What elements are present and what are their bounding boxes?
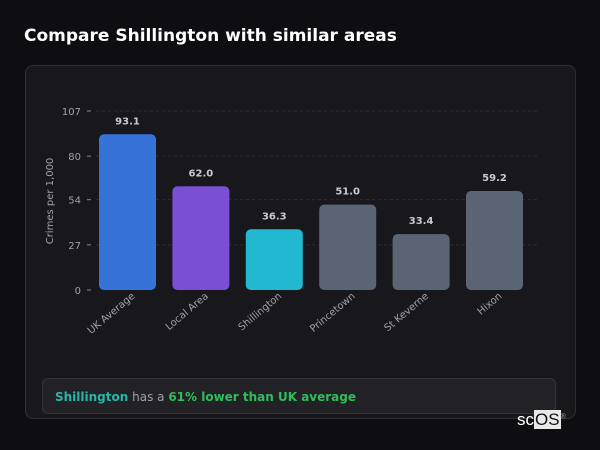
bar <box>99 134 156 290</box>
y-axis-label: Crimes per 1,000 <box>45 158 56 245</box>
data-label: 33.4 <box>409 216 434 227</box>
summary-middle: has a <box>128 390 169 404</box>
page-title: Compare Shillington with similar areas <box>24 26 397 46</box>
bar <box>172 186 230 290</box>
x-tick-label: Hixon <box>476 291 505 318</box>
y-tick-label: 27 <box>68 241 81 252</box>
y-tick-label: 54 <box>68 196 81 207</box>
data-label: 51.0 <box>335 187 360 198</box>
summary-comparison: 61% lower than UK average <box>168 390 357 404</box>
data-label: 59.2 <box>482 173 507 184</box>
x-tick-label: Shillington <box>237 291 285 333</box>
scos-logo: scOS® <box>517 410 566 429</box>
y-tick-label: 0 <box>75 286 81 297</box>
bar <box>466 190 523 290</box>
bar <box>392 234 450 290</box>
bar <box>319 204 377 290</box>
x-tick-label: UK Average <box>86 291 138 337</box>
summary-box: Shillington has a 61% lower than UK aver… <box>42 378 556 414</box>
x-tick-label: St Keverne <box>382 291 431 334</box>
data-label: 62.0 <box>189 168 214 179</box>
x-tick-label: Local Area <box>164 291 211 333</box>
x-tick-label: Princetown <box>308 291 357 335</box>
y-tick-label: 107 <box>62 107 81 118</box>
y-tick-label: 80 <box>68 152 81 163</box>
bar <box>245 229 303 290</box>
data-label: 93.1 <box>115 116 140 127</box>
summary-area: Shillington <box>55 390 129 404</box>
data-label: 36.3 <box>262 211 287 222</box>
